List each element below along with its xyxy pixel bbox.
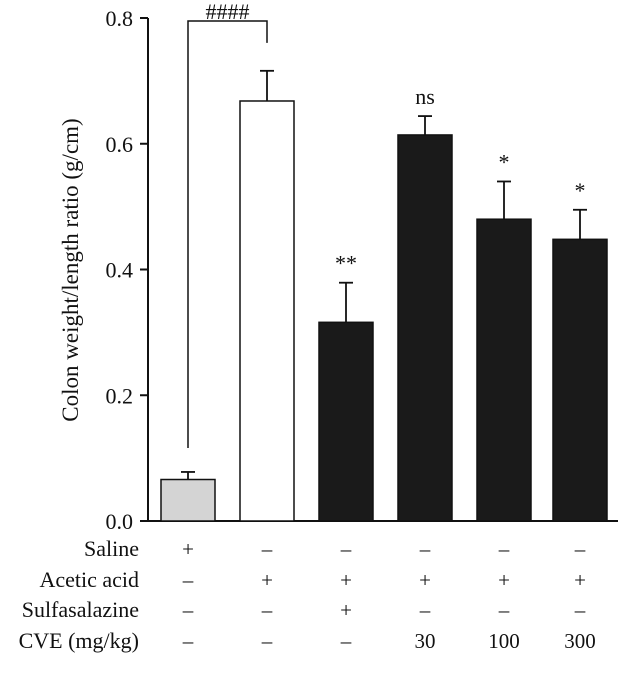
treatment-cell: –	[261, 537, 273, 561]
bar	[318, 321, 374, 522]
bracket-label: ####	[206, 0, 250, 24]
treatment-cell: –	[498, 537, 510, 561]
treatment-row-label: Acetic acid	[39, 567, 139, 592]
bar	[160, 478, 216, 522]
treatment-cell: +	[498, 568, 510, 592]
treatment-cell: 30	[415, 629, 436, 653]
treatment-cell: –	[261, 598, 273, 622]
treatment-cell: +	[340, 598, 352, 622]
y-tick-label: 0.8	[106, 6, 134, 31]
treatment-row-label: CVE (mg/kg)	[19, 628, 139, 653]
error-bars-group	[181, 69, 587, 480]
treatment-cell: –	[182, 629, 194, 653]
y-tick-label: 0.4	[106, 258, 134, 283]
treatment-row-label: Saline	[84, 536, 139, 561]
treatment-cell: +	[340, 568, 352, 592]
treatment-table: Saline + – – – – – Acetic acid – + + + + + Sulfasalazi…	[19, 536, 596, 653]
bar	[239, 100, 295, 522]
treatment-cell: 100	[488, 629, 520, 653]
treatment-cell: –	[419, 598, 431, 622]
treatment-cell: –	[574, 598, 586, 622]
bar	[476, 218, 532, 522]
treatment-cell: –	[498, 598, 510, 622]
significance-label: **	[335, 251, 357, 276]
bars-group	[160, 100, 608, 522]
annotations-group: **ns**	[335, 84, 586, 276]
y-axis-title: Colon weight/length ratio (g/cm)	[58, 118, 83, 421]
treatment-cell: –	[182, 568, 194, 592]
treatment-cell: +	[182, 537, 194, 561]
treatment-cell: –	[574, 537, 586, 561]
treatment-cell: –	[261, 629, 273, 653]
bar	[552, 238, 608, 522]
y-tick-label: 0.6	[106, 132, 134, 157]
bracket-line	[187, 20, 268, 448]
treatment-cell: –	[419, 537, 431, 561]
treatment-cell: +	[419, 568, 431, 592]
y-axis-title-group: Colon weight/length ratio (g/cm)	[58, 118, 83, 421]
significance-bracket: ####	[187, 0, 268, 448]
significance-label: *	[575, 178, 586, 203]
significance-label: *	[499, 149, 510, 174]
significance-label: ns	[415, 84, 435, 109]
treatment-cell: –	[182, 598, 194, 622]
treatment-cell: 300	[564, 629, 596, 653]
y-tick-label: 0.0	[106, 509, 134, 534]
y-tick-label: 0.2	[106, 383, 134, 408]
y-ticks: 0.0 0.2 0.4 0.6 0.8	[106, 6, 148, 534]
treatment-cell: +	[574, 568, 586, 592]
treatment-cell: –	[340, 629, 352, 653]
bar	[397, 134, 453, 522]
treatment-cell: –	[340, 537, 352, 561]
treatment-cell: +	[261, 568, 273, 592]
treatment-row-label: Sulfasalazine	[22, 597, 139, 622]
